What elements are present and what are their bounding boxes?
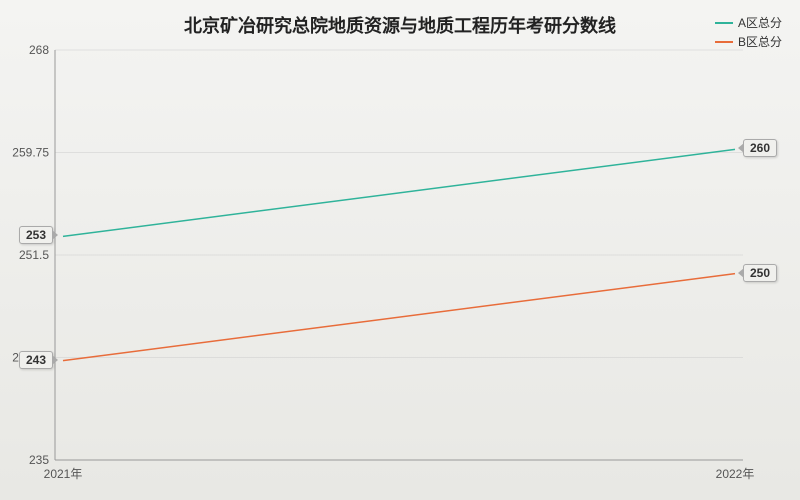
value-label: 250 <box>743 264 777 282</box>
svg-text:268: 268 <box>29 43 49 57</box>
svg-text:235: 235 <box>29 453 49 467</box>
chart-svg: 235243.25251.5259.752682021年2022年 <box>55 50 743 490</box>
legend: A区总分 B区总分 <box>715 14 782 52</box>
svg-text:259.75: 259.75 <box>12 146 49 160</box>
legend-item: B区总分 <box>715 33 782 50</box>
svg-text:251.5: 251.5 <box>19 248 49 262</box>
plot-area: 235243.25251.5259.752682021年2022年 <box>55 50 743 460</box>
value-label: 260 <box>743 139 777 157</box>
value-label: 253 <box>19 226 53 244</box>
svg-text:2021年: 2021年 <box>44 467 83 481</box>
legend-item: A区总分 <box>715 14 782 31</box>
svg-text:2022年: 2022年 <box>716 467 755 481</box>
value-label: 243 <box>19 351 53 369</box>
chart-title: 北京矿冶研究总院地质资源与地质工程历年考研分数线 <box>0 12 800 38</box>
